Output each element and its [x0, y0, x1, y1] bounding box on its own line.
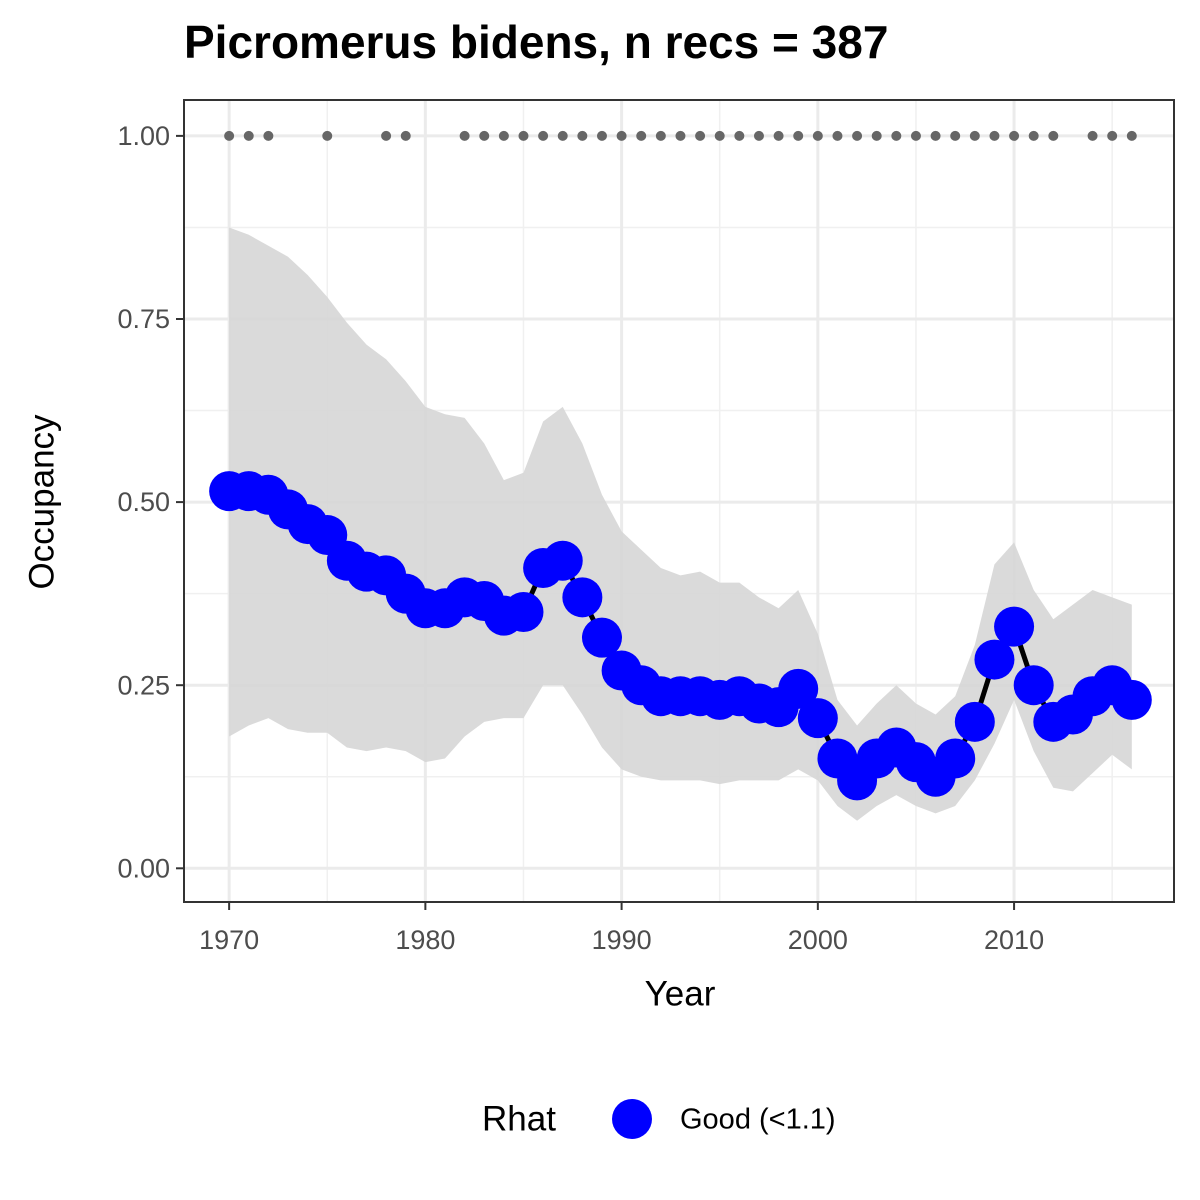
x-tick-label: 1980 [395, 925, 455, 955]
point [994, 606, 1035, 647]
point [935, 738, 976, 779]
record-dot [852, 130, 863, 141]
record-dot [753, 130, 764, 141]
record-dot [596, 130, 607, 141]
y-tick-label: 0.50 [117, 487, 170, 517]
record-dot [243, 130, 254, 141]
record-dot [224, 130, 235, 141]
y-tick-label: 0.25 [117, 670, 170, 700]
y-tick-label: 0.00 [117, 853, 170, 883]
point [778, 668, 819, 709]
x-tick-label: 1970 [199, 925, 259, 955]
record-dot [1107, 130, 1118, 141]
point [974, 639, 1015, 680]
legend-title: Rhat [482, 1099, 556, 1138]
record-dot [459, 130, 470, 141]
record-dot [871, 130, 882, 141]
y-tick-label: 0.75 [117, 304, 170, 334]
record-dot [1028, 130, 1039, 141]
point [797, 698, 838, 739]
record-dot [263, 130, 274, 141]
panel-border [183, 99, 1175, 903]
point [562, 577, 603, 618]
record-dot [479, 130, 490, 141]
record-dot [675, 130, 686, 141]
record-dot [714, 130, 725, 141]
record-dot [832, 130, 843, 141]
record-dot [695, 130, 706, 141]
record-dot [322, 130, 333, 141]
x-tick-label: 2010 [984, 925, 1044, 955]
record-dot [381, 130, 392, 141]
record-dot [930, 130, 941, 141]
x-tick-label: 2000 [788, 925, 848, 955]
record-dot [518, 130, 529, 141]
record-dot [400, 130, 411, 141]
legend-label: Good (<1.1) [680, 1104, 836, 1136]
record-dot [891, 130, 902, 141]
record-dot [734, 130, 745, 141]
record-dot [538, 130, 549, 141]
confidence-ribbon [229, 227, 1132, 821]
record-dot [636, 130, 647, 141]
record-dot [989, 130, 1000, 141]
record-dot [577, 130, 588, 141]
y-axis-title: Occupancy [22, 414, 61, 590]
legend-key [612, 1099, 652, 1139]
y-tick-label: 1.00 [117, 121, 170, 151]
point [581, 617, 622, 658]
point [542, 540, 583, 581]
point [1111, 679, 1152, 720]
record-dot [950, 130, 961, 141]
record-dot [773, 130, 784, 141]
record-dot [1048, 130, 1059, 141]
point [1013, 665, 1054, 706]
record-dot [616, 130, 627, 141]
record-dot [498, 130, 509, 141]
x-tick-label: 1990 [592, 925, 652, 955]
record-dot [812, 130, 823, 141]
record-dot [910, 130, 921, 141]
record-dot [1009, 130, 1020, 141]
record-dot [793, 130, 804, 141]
point [503, 591, 544, 632]
record-dot [655, 130, 666, 141]
chart-title: Picromerus bidens, n recs = 387 [184, 16, 888, 68]
record-dot [1126, 130, 1137, 141]
record-dot [1087, 130, 1098, 141]
record-dot [557, 130, 568, 141]
record-dot [969, 130, 980, 141]
x-axis-title: Year [645, 974, 716, 1013]
point [954, 701, 995, 742]
